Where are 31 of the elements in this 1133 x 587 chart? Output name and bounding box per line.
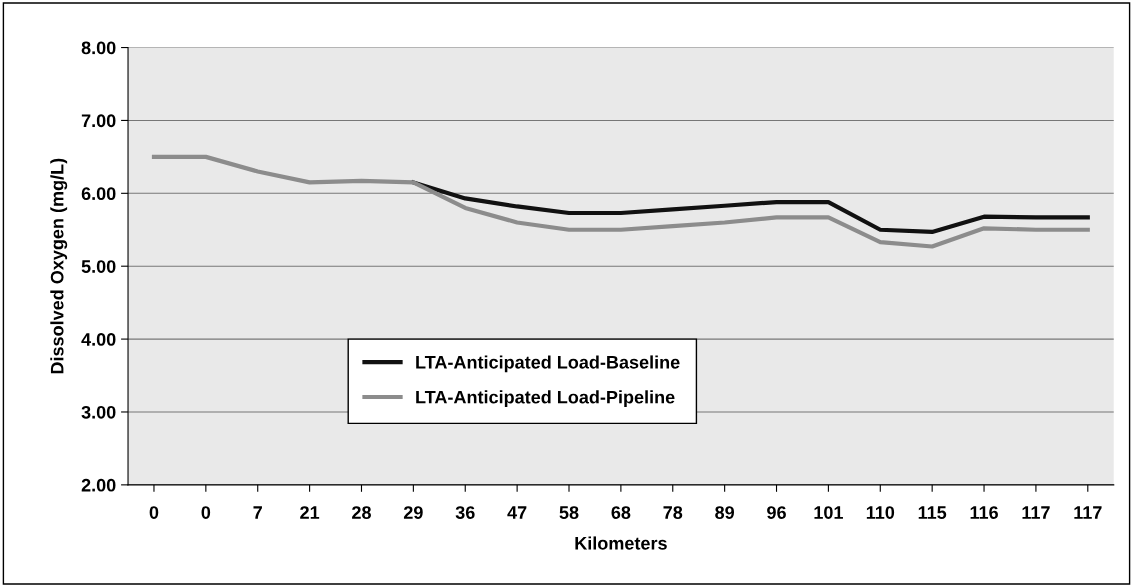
x-tick-label: 0	[201, 506, 211, 519]
x-tick-label: 58	[559, 506, 579, 519]
legend-label: LTA-Anticipated Load-Pipeline	[416, 390, 675, 408]
x-tick-label: 101	[814, 506, 843, 519]
x-tick-label: 68	[611, 506, 631, 519]
y-axis-title: Dissolved Oxygen (mg/L)	[50, 158, 68, 374]
x-tick-label: 110	[866, 506, 895, 519]
y-tick-label: 4.00	[81, 333, 116, 346]
x-tick-label: 117	[1022, 506, 1050, 519]
x-tick-label: 117	[1074, 506, 1102, 519]
y-tick-label: 7.00	[81, 114, 116, 128]
x-tick-label: 89	[715, 506, 735, 519]
x-tick-label: 96	[767, 506, 786, 519]
y-tick-label: 8.00	[81, 41, 116, 55]
y-tick-label: 5.00	[81, 260, 116, 273]
x-tick-label: 78	[663, 506, 683, 519]
y-tick-label: 6.00	[81, 187, 116, 201]
x-tick-label: 7	[253, 506, 262, 519]
x-tick-label: 47	[507, 506, 527, 519]
x-tick-label: 29	[403, 506, 423, 519]
y-tick-label: 3.00	[81, 405, 116, 419]
x-tick-label: 0	[149, 506, 159, 519]
legend-label: LTA-Anticipated Load-Baseline	[416, 355, 680, 373]
x-tick-label: 21	[300, 506, 320, 519]
x-tick-label: 116	[970, 506, 998, 519]
x-tick-label: 115	[918, 506, 947, 519]
x-tick-label: 28	[352, 506, 371, 519]
x-axis-title: Kilometers	[575, 536, 667, 550]
x-tick-label: 36	[455, 506, 475, 519]
line-series	[151, 154, 1090, 249]
y-tick-label: 2.00	[81, 478, 116, 492]
